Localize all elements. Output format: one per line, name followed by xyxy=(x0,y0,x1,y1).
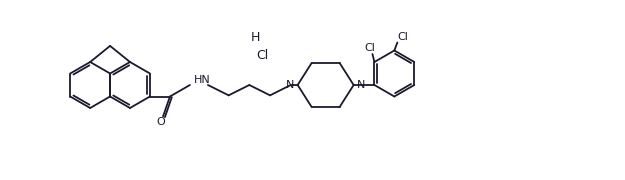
Text: Cl: Cl xyxy=(364,43,375,53)
Text: Cl: Cl xyxy=(256,48,268,62)
Text: O: O xyxy=(157,116,166,127)
Text: Cl: Cl xyxy=(397,31,408,42)
Text: N: N xyxy=(286,80,294,90)
Text: N: N xyxy=(357,80,365,90)
Text: H: H xyxy=(250,30,260,44)
Text: HN: HN xyxy=(194,75,211,85)
